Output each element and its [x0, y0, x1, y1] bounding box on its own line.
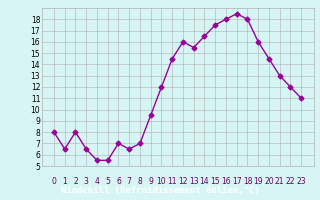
- Text: 12: 12: [178, 177, 188, 186]
- Text: 7: 7: [127, 177, 132, 186]
- Text: 16: 16: [221, 177, 231, 186]
- Text: 21: 21: [275, 177, 284, 186]
- Text: Windchill (Refroidissement éolien,°C): Windchill (Refroidissement éolien,°C): [60, 186, 260, 196]
- Text: 9: 9: [148, 177, 153, 186]
- Text: 23: 23: [296, 177, 306, 186]
- Text: 15: 15: [211, 177, 220, 186]
- Text: 22: 22: [286, 177, 295, 186]
- Text: 13: 13: [189, 177, 198, 186]
- Text: 2: 2: [73, 177, 78, 186]
- Text: 20: 20: [264, 177, 274, 186]
- Text: 0: 0: [52, 177, 56, 186]
- Text: 14: 14: [200, 177, 209, 186]
- Text: 11: 11: [167, 177, 177, 186]
- Text: 6: 6: [116, 177, 121, 186]
- Text: 3: 3: [84, 177, 89, 186]
- Text: 5: 5: [105, 177, 110, 186]
- Text: 1: 1: [62, 177, 67, 186]
- Text: 18: 18: [243, 177, 252, 186]
- Text: 4: 4: [94, 177, 100, 186]
- Text: 17: 17: [232, 177, 242, 186]
- Text: 10: 10: [157, 177, 166, 186]
- Text: 19: 19: [253, 177, 263, 186]
- Text: 8: 8: [138, 177, 142, 186]
